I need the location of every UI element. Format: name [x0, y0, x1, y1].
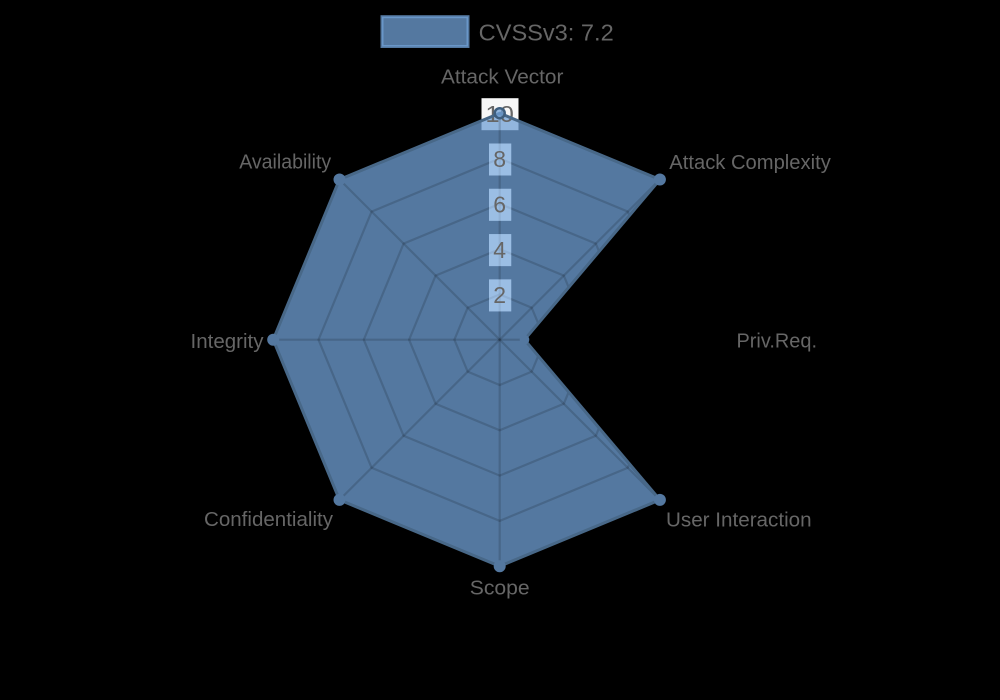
svg-text:Integrity: Integrity [191, 331, 264, 353]
svg-text:CVSSv3: 7.2: CVSSv3: 7.2 [479, 20, 614, 46]
svg-text:User Interaction: User Interaction [666, 510, 812, 532]
svg-text:Scope: Scope [470, 578, 530, 600]
svg-text:Confidentiality: Confidentiality [204, 509, 333, 531]
svg-text:Attack Complexity: Attack Complexity [669, 152, 831, 174]
svg-text:Availability: Availability [239, 151, 331, 173]
svg-text:6: 6 [493, 192, 506, 218]
svg-text:8: 8 [493, 146, 506, 172]
svg-text:Attack Vector: Attack Vector [441, 67, 564, 89]
svg-text:4: 4 [493, 237, 506, 263]
svg-text:Priv.Req.: Priv.Req. [737, 331, 818, 353]
svg-text:2: 2 [493, 282, 506, 308]
